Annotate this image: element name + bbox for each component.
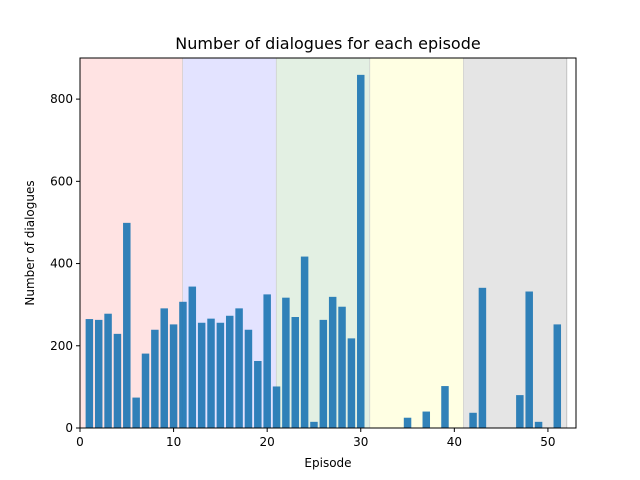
bar-episode-11 [179, 301, 187, 428]
bar-episode-15 [216, 322, 225, 428]
bar-episode-26 [319, 319, 328, 428]
bar-episode-7 [141, 353, 150, 428]
bar-episode-20 [263, 294, 271, 428]
bar-episode-28 [338, 306, 346, 428]
bar-episode-47 [516, 395, 524, 428]
y-tick-label: 200 [50, 339, 73, 353]
bar-episode-27 [328, 296, 337, 428]
bar-episode-37 [422, 411, 431, 428]
y-tick-label: 0 [65, 421, 73, 435]
x-axis-ticks: 0 10 20 30 40 50 [76, 428, 556, 449]
bar-episode-51 [553, 324, 562, 428]
y-tick-label: 600 [50, 174, 73, 188]
bar-episode-42 [469, 412, 477, 428]
bar-episode-5 [123, 222, 131, 428]
bar-episode-4 [113, 333, 122, 428]
bar-episode-16 [225, 315, 234, 428]
bar-episode-9 [160, 308, 168, 428]
bar-episode-3 [104, 313, 112, 428]
bar-series [85, 74, 562, 428]
y-axis-ticks: 0 200 400 600 800 [50, 92, 80, 435]
bar-episode-25 [310, 421, 318, 428]
x-tick-label: 20 [260, 435, 275, 449]
x-tick-label: 40 [447, 435, 462, 449]
bar-episode-17 [235, 308, 243, 428]
bar-episode-10 [169, 324, 178, 428]
x-tick-label: 10 [166, 435, 181, 449]
bar-episode-49 [534, 421, 543, 428]
bar-episode-43 [478, 287, 487, 428]
x-tick-label: 30 [353, 435, 368, 449]
bar-episode-13 [197, 322, 206, 428]
bar-episode-1 [85, 319, 94, 428]
bar-episode-6 [132, 397, 140, 428]
bar-episode-23 [291, 317, 299, 428]
chart-title: Number of dialogues for each episode [175, 34, 480, 53]
bar-episode-24 [300, 256, 309, 428]
x-tick-label: 50 [540, 435, 555, 449]
bar-episode-21 [272, 386, 281, 428]
y-tick-label: 800 [50, 92, 73, 106]
bar-episode-19 [254, 360, 262, 428]
x-axis-label: Episode [304, 456, 351, 470]
y-axis-label: Number of dialogues [23, 180, 37, 305]
bar-episode-14 [207, 318, 215, 428]
bar-episode-30 [357, 74, 365, 428]
shaded-region-4 [370, 58, 464, 428]
bar-episode-8 [151, 329, 159, 428]
bar-episode-35 [403, 417, 412, 428]
bar-episode-18 [244, 329, 253, 428]
bar-episode-12 [188, 286, 197, 428]
y-tick-label: 400 [50, 257, 73, 271]
bar-episode-22 [282, 297, 290, 428]
bar-episode-2 [94, 319, 103, 428]
plot-frame [79, 57, 577, 429]
bar-episode-48 [525, 291, 533, 428]
bar-episode-29 [347, 338, 356, 428]
bar-episode-39 [441, 386, 449, 428]
x-tick-label: 0 [76, 435, 84, 449]
